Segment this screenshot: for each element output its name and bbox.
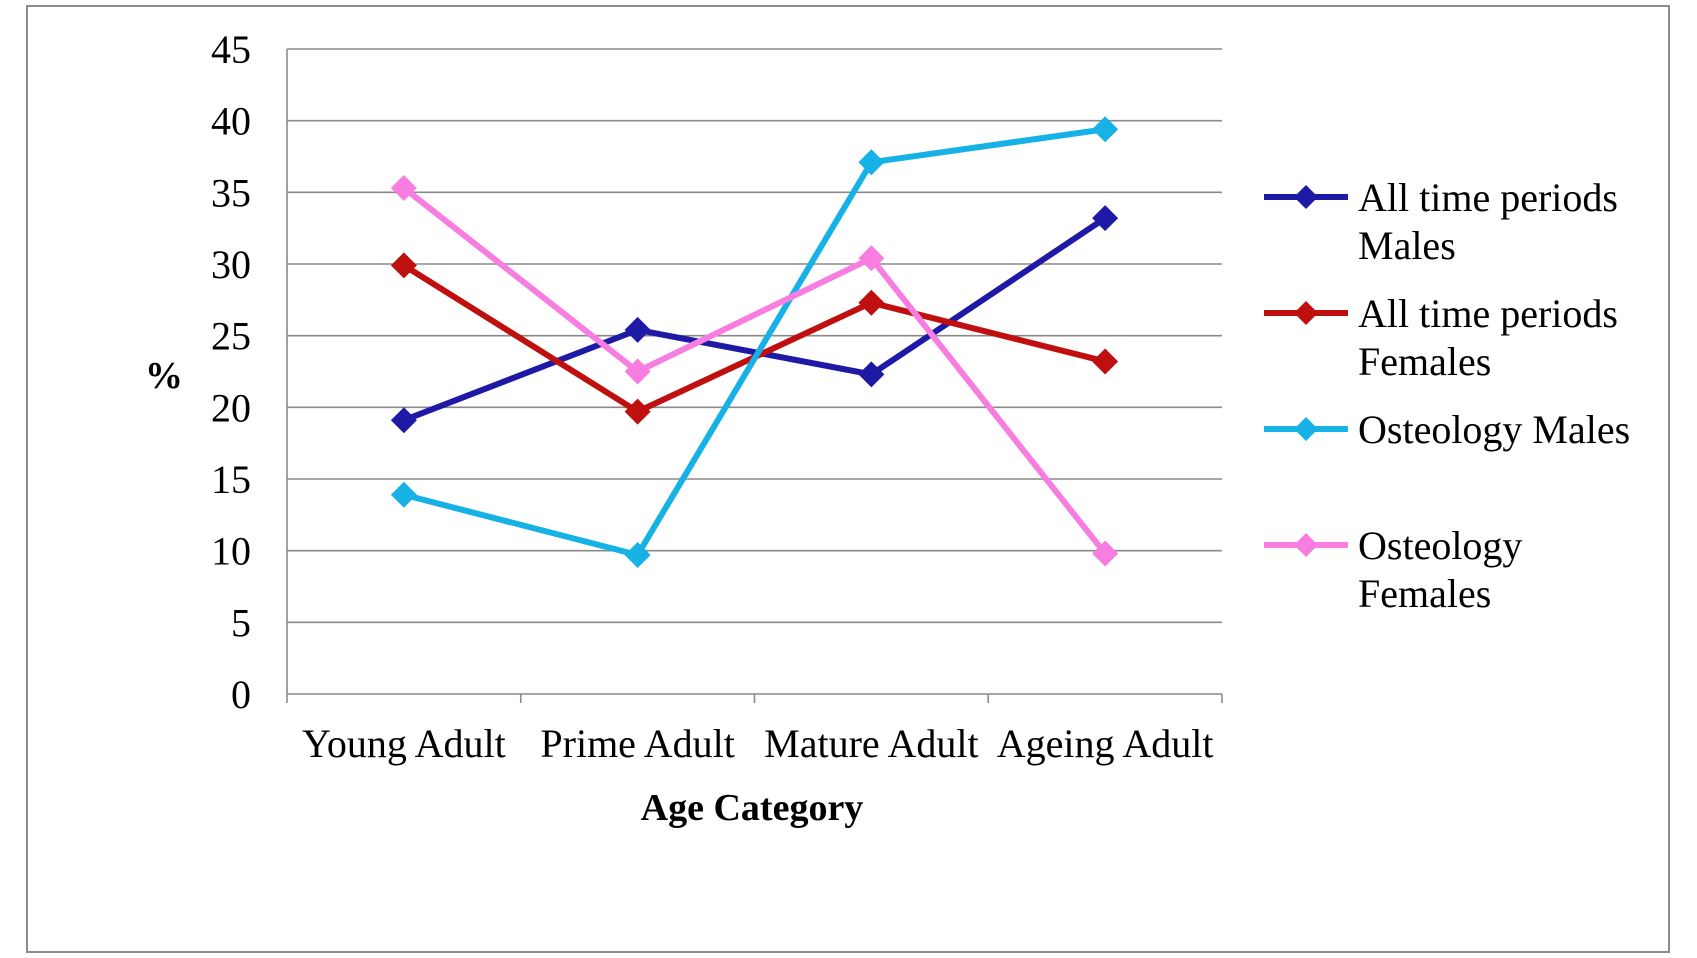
- legend-swatch-marker: [1294, 417, 1318, 441]
- legend-label: All time periods: [1358, 291, 1618, 336]
- data-point-marker: [858, 361, 885, 388]
- data-point-marker: [858, 245, 885, 272]
- y-tick-label: 20: [211, 385, 251, 430]
- data-point-marker: [390, 175, 417, 202]
- x-tick-labels: Young Adult Prime Adult Mature Adult Ageing…: [302, 721, 1213, 766]
- series-line: [403, 126, 1106, 558]
- y-tick-label: 40: [211, 99, 251, 144]
- y-tick-label: 15: [211, 457, 251, 502]
- data-point-marker: [1092, 540, 1119, 567]
- x-tick-label: Mature Adult: [764, 721, 978, 766]
- y-tick-label: 5: [231, 600, 251, 645]
- legend-swatch-marker: [1294, 533, 1318, 557]
- data-point-marker: [624, 541, 651, 568]
- legend-label: All time periods: [1358, 175, 1618, 220]
- x-tick-label: Ageing Adult: [997, 721, 1214, 766]
- series-4: [390, 175, 1119, 567]
- legend-label: Females: [1358, 571, 1491, 616]
- y-tick-label: 25: [211, 314, 251, 359]
- series-line: [402, 215, 1107, 424]
- data-point-marker: [858, 149, 885, 176]
- series-2: [390, 252, 1119, 425]
- x-axis-title: Age Category: [641, 787, 864, 829]
- y-tick-label: 0: [231, 672, 251, 717]
- data-point-marker: [1092, 348, 1119, 375]
- y-tick-label: 35: [211, 170, 251, 215]
- data-point-marker: [624, 398, 651, 425]
- x-tick-label: Young Adult: [302, 721, 506, 766]
- axes: [286, 49, 1223, 703]
- legend-label: Osteology Males: [1358, 407, 1630, 452]
- data-point-marker: [1092, 116, 1119, 143]
- data-point-marker: [390, 481, 417, 508]
- y-tick-label: 10: [211, 529, 251, 574]
- legend-entry: Osteology Males: [1264, 407, 1630, 452]
- legend-label: Females: [1358, 339, 1491, 384]
- series-3: [390, 116, 1119, 568]
- legend-label: Osteology: [1358, 523, 1522, 568]
- y-axis-title: %: [145, 355, 183, 397]
- data-point-marker: [858, 289, 885, 316]
- legend-swatch-marker: [1294, 301, 1318, 325]
- legend-swatch-marker: [1294, 185, 1318, 209]
- y-tick-label: 45: [211, 27, 251, 72]
- data-point-marker: [624, 316, 651, 343]
- data-point-marker: [390, 407, 417, 434]
- y-tick-labels: 0 5 10 15 20 25 30 35 40 45: [211, 27, 251, 717]
- legend-label: Males: [1358, 223, 1456, 268]
- data-point-marker: [1092, 205, 1119, 232]
- series-1: [390, 205, 1119, 434]
- data-point-marker: [390, 252, 417, 279]
- y-tick-label: 30: [211, 242, 251, 287]
- x-tick-label: Prime Adult: [540, 721, 734, 766]
- data-point-marker: [624, 358, 651, 385]
- series-line: [402, 185, 1108, 556]
- gridlines: [287, 48, 1222, 624]
- series-group: [390, 116, 1119, 568]
